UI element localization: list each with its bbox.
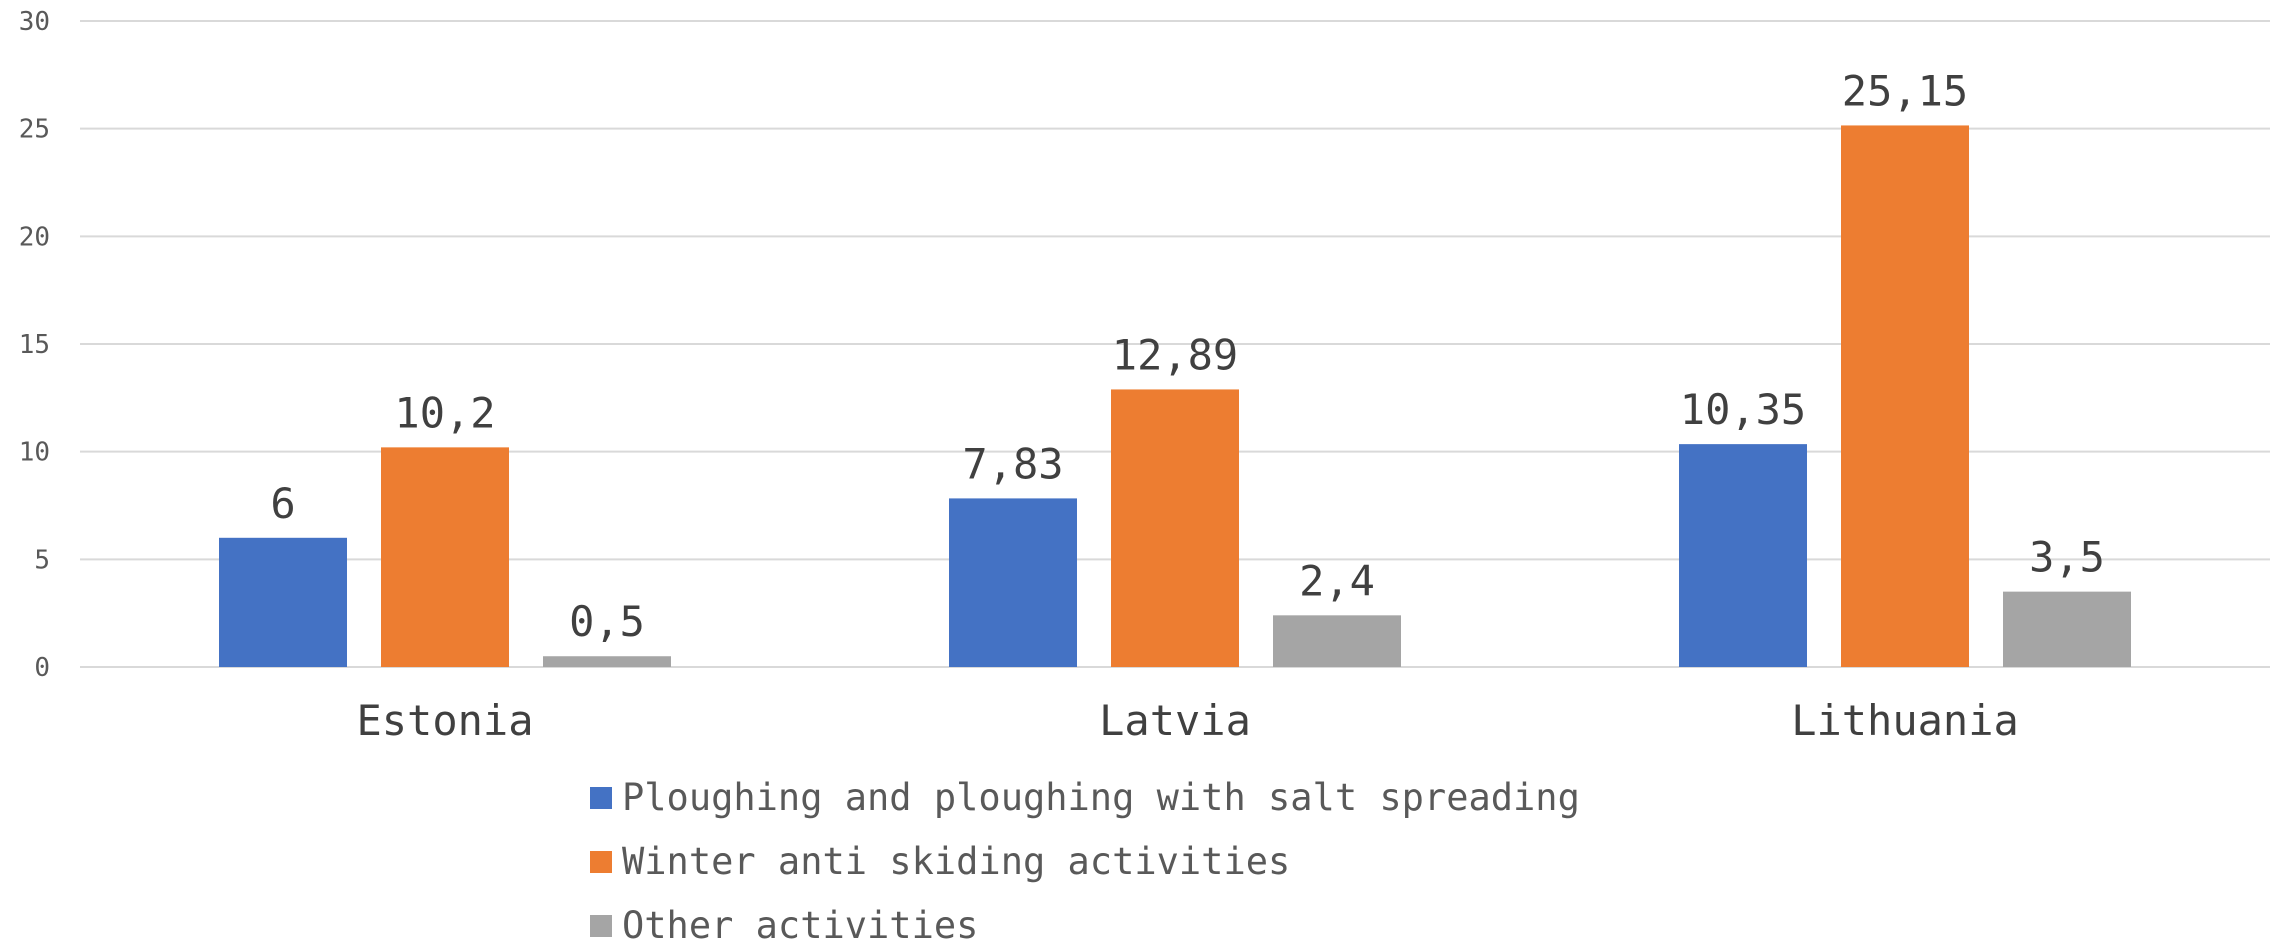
bar-lithuania-series-1 (1679, 444, 1807, 667)
bars (219, 125, 2131, 668)
data-label: 6 (270, 479, 295, 528)
bar-latvia-series-1 (949, 498, 1077, 667)
data-label: 10,2 (394, 388, 495, 437)
bar-latvia-series-2 (1111, 389, 1239, 667)
bar-lithuania-series-3 (2003, 591, 2131, 667)
y-tick-label: 0 (34, 653, 50, 683)
y-tick-label: 15 (19, 330, 50, 360)
data-label: 12,89 (1112, 330, 1238, 379)
legend-label: Winter anti skiding activities (622, 840, 1290, 883)
x-tick-label-lithuania: Lithuania (1791, 696, 2019, 745)
bar-estonia-series-3 (543, 656, 671, 667)
bar-latvia-series-3 (1273, 615, 1401, 667)
bar-estonia-series-1 (219, 537, 347, 667)
y-tick-label: 10 (19, 438, 50, 468)
legend-label: Ploughing and ploughing with salt spread… (622, 776, 1580, 819)
legend-swatch (590, 915, 612, 937)
bar-lithuania-series-2 (1841, 125, 1969, 668)
legend-label: Other activities (622, 904, 978, 944)
y-axis-ticks: 0 5 10 15 20 25 30 (19, 7, 50, 683)
x-axis-ticks: Estonia Latvia Lithuania (356, 696, 2018, 745)
data-label: 7,83 (962, 439, 1063, 488)
legend-swatch (590, 787, 612, 809)
data-label: 2,4 (1299, 556, 1375, 605)
y-tick-label: 20 (19, 222, 50, 252)
legend-item-3: Other activities (590, 904, 978, 947)
bar-estonia-series-2 (381, 447, 509, 667)
legend-item-2: Winter anti skiding activities (590, 840, 1290, 883)
x-tick-label-latvia: Latvia (1099, 696, 1251, 745)
legend-item-1: Ploughing and ploughing with salt spread… (590, 776, 1580, 819)
data-labels: 6 10,2 0,5 7,83 12,89 2,4 10,35 25,15 3,5 (270, 66, 2105, 646)
y-tick-label: 25 (19, 115, 50, 145)
y-tick-label: 5 (34, 545, 50, 575)
legend-swatch (590, 851, 612, 873)
x-tick-label-estonia: Estonia (356, 696, 533, 745)
data-label: 10,35 (1680, 385, 1806, 434)
data-label: 25,15 (1842, 66, 1968, 115)
y-tick-label: 30 (19, 7, 50, 37)
legend: Ploughing and ploughing with salt spread… (590, 776, 1580, 947)
data-label: 0,5 (569, 597, 645, 646)
data-label: 3,5 (2029, 533, 2105, 582)
